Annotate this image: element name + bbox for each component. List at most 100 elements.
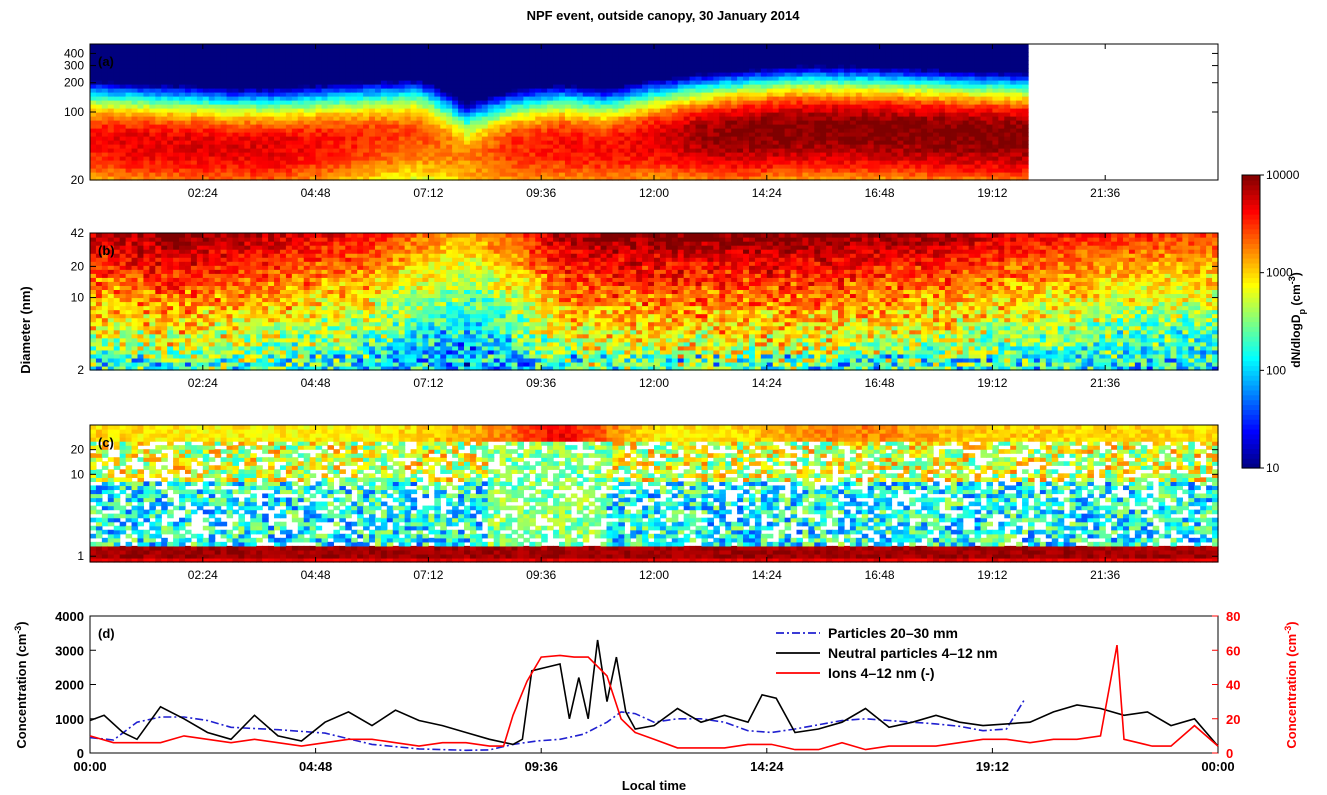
colorbar-segment <box>1242 375 1260 381</box>
panel-b-xtick-label: 09:36 <box>526 376 556 390</box>
colorbar-segment <box>1242 321 1260 327</box>
colorbar-segment <box>1242 360 1260 367</box>
shared-y-label: Diameter (nm) <box>18 286 33 373</box>
panel-c-ytick-label: 20 <box>71 443 85 457</box>
colorbar-segment <box>1242 282 1260 288</box>
panel-d-xtick-label: 04:48 <box>299 759 332 774</box>
colorbar-segment <box>1242 228 1260 235</box>
panel-d-ytick-right-label: 20 <box>1226 712 1240 727</box>
panel-b-xtick-label: 02:24 <box>188 376 218 390</box>
colorbar-segment <box>1242 384 1260 391</box>
colorbar-segment <box>1242 253 1260 259</box>
heatmap-cells-c <box>90 425 1219 563</box>
panel-a-ytick-label: 200 <box>64 76 84 90</box>
colorbar-segment <box>1242 365 1260 371</box>
colorbar-tick-label: 10 <box>1266 461 1280 475</box>
colorbar-tick-label: 10000 <box>1266 168 1300 182</box>
panel-b-xtick-label: 12:00 <box>639 376 669 390</box>
panel-d-xtick-label: 09:36 <box>525 759 558 774</box>
panel-d-label: (d) <box>98 626 115 641</box>
colorbar-segment <box>1242 433 1260 440</box>
panel-c-xtick-label: 14:24 <box>752 568 782 582</box>
panel-d-ytick-label: 4000 <box>55 609 84 624</box>
colorbar-segment <box>1242 394 1260 401</box>
panel-b-xtick-label: 04:48 <box>301 376 331 390</box>
panel-c-xtick-label: 19:12 <box>977 568 1007 582</box>
panel-b-xtick-label: 21:36 <box>1090 376 1120 390</box>
panel-a-label: (a) <box>98 54 114 69</box>
panel-b-xtick-label: 19:12 <box>977 376 1007 390</box>
colorbar-segment <box>1242 370 1260 376</box>
panel-d-ytick-label: 0 <box>77 746 84 761</box>
panel-d-xtick-label: 19:12 <box>976 759 1009 774</box>
panel-a-ytick-label: 100 <box>64 105 84 119</box>
colorbar-segment <box>1242 238 1260 244</box>
colorbar-segment <box>1242 438 1260 445</box>
panel-d-ylabel-right: Concentration (cm-3) <box>1283 621 1299 748</box>
legend-label-2: Neutral particles 4–12 nm <box>828 645 998 661</box>
panel-d-ytick-right-label: 0 <box>1226 746 1233 761</box>
colorbar-segment <box>1242 248 1260 254</box>
panel-a-ytick-label: 300 <box>64 59 84 73</box>
panel-a-xtick-label: 04:48 <box>301 186 331 200</box>
colorbar-segment <box>1242 463 1260 469</box>
panel-d-ylabel: Concentration (cm-3) <box>13 621 29 748</box>
panel-b: 2 10 20 42 02:24 04:48 07:12 09:36 12:00 14:24 16:… <box>71 226 1219 390</box>
colorbar-segment <box>1242 301 1260 308</box>
colorbar-segment <box>1242 355 1260 362</box>
panel-d-ytick-label: 1000 <box>55 712 84 727</box>
colorbar-segment <box>1242 380 1260 386</box>
panel-d: 0 1000 2000 3000 4000 0 20 40 60 80 00:00 04:48 09:3… <box>13 609 1299 793</box>
series-neutral-4-12-line <box>89 639 1219 747</box>
panel-b-xtick-label: 07:12 <box>413 376 443 390</box>
colorbar-segment <box>1242 272 1260 279</box>
panel-c-xtick-label: 09:36 <box>526 568 556 582</box>
colorbar-segment <box>1242 262 1260 269</box>
panel-a-xtick-label: 19:12 <box>977 186 1007 200</box>
colorbar-segment <box>1242 277 1260 284</box>
colorbar-segment <box>1242 428 1260 435</box>
panel-a-xtick-label: 12:00 <box>639 186 669 200</box>
colorbar-frame <box>1241 174 1261 469</box>
panel-d-xlabel: Local time <box>622 778 686 793</box>
colorbar-segment <box>1242 223 1260 230</box>
panel-c-xtick-label: 12:00 <box>639 568 669 582</box>
colorbar-segment <box>1242 331 1260 337</box>
panel-b-label: (b) <box>98 243 115 258</box>
colorbar-segment <box>1242 336 1260 342</box>
panel-a-xtick-label: 16:48 <box>865 186 895 200</box>
series-ions-4-12-line <box>89 644 1219 751</box>
panel-b-ytick-label: 2 <box>77 363 84 377</box>
colorbar-segment <box>1242 316 1260 323</box>
colorbar-label: dN/dlogDp (cm-3) <box>1287 272 1307 368</box>
colorbar-segment <box>1242 341 1260 347</box>
panel-c-ytick-label: 10 <box>71 467 85 481</box>
colorbar-segment <box>1242 243 1260 249</box>
colorbar-segment <box>1242 419 1260 425</box>
panel-c-label: (c) <box>98 435 114 450</box>
colorbar-segment <box>1242 218 1260 225</box>
colorbar-segment <box>1242 189 1260 196</box>
colorbar-segment <box>1242 184 1260 191</box>
series-particles-20-30-line <box>89 697 1026 752</box>
panel-a-xtick-label: 02:24 <box>188 186 218 200</box>
colorbar-segment <box>1242 345 1260 352</box>
panel-d-xtick-label: 14:24 <box>750 759 784 774</box>
heatmap-cells-b <box>90 233 1219 371</box>
figure-title: NPF event, outside canopy, 30 January 20… <box>527 8 801 23</box>
colorbar-segment <box>1242 199 1260 205</box>
panel-b-ytick-label: 42 <box>71 226 85 240</box>
panel-a-xtick-label: 07:12 <box>413 186 443 200</box>
panel-c-ytick-label: 1 <box>77 549 84 563</box>
panel-c: 1 10 20 02:24 04:48 07:12 09:36 12:00 14:24 16:48… <box>71 424 1219 582</box>
panel-c-xtick-label: 02:24 <box>188 568 218 582</box>
panel-b-ytick-label: 20 <box>71 259 85 273</box>
colorbar-segment <box>1242 443 1260 450</box>
panel-d-legend: Particles 20–30 mm Neutral particles 4–12… <box>776 625 998 681</box>
panel-a-ytick-label: 400 <box>64 46 84 60</box>
colorbar-segment <box>1242 204 1260 210</box>
colorbar-tick-label: 100 <box>1266 363 1286 377</box>
panel-a-ytick-label: 20 <box>71 173 85 187</box>
colorbar-segment <box>1242 414 1260 420</box>
